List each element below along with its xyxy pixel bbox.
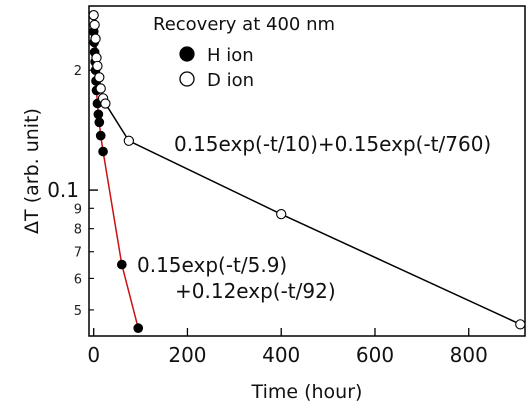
d-ion-point <box>95 83 106 94</box>
legend-h-ion-marker <box>179 46 195 62</box>
legend-d-ion-label: D ion <box>207 70 254 91</box>
legend: Recovery at 400 nm H ion D ion <box>153 14 335 91</box>
h-ion-point <box>94 117 105 128</box>
x-tick-label: 600 <box>356 343 394 367</box>
x-tick-label: 800 <box>450 343 488 367</box>
h-ion-fit-label-line-2: +0.12exp(-t/92) <box>175 279 336 303</box>
legend-title: Recovery at 400 nm <box>153 14 335 35</box>
h-ion-point <box>133 323 144 333</box>
x-axis-title: Time (hour) <box>251 381 363 403</box>
legend-d-ion-marker <box>179 71 195 87</box>
x-tick-label: 0 <box>87 343 100 367</box>
y-major-tick-label: 0.1 <box>47 178 79 202</box>
y-axis-title: ΔT (arb. unit) <box>21 108 43 234</box>
y-minor-tick-label: 2 <box>74 64 82 79</box>
d-ion-point <box>88 10 99 21</box>
d-ion-point <box>90 33 101 44</box>
h-ion-point <box>93 109 104 120</box>
x-tick-label: 400 <box>262 343 300 367</box>
plot-frame <box>88 5 526 337</box>
d-ion-point <box>94 72 105 83</box>
d-ion-point <box>89 19 100 31</box>
legend-h-ion-label: H ion <box>207 45 254 66</box>
d-ion-point <box>276 209 287 220</box>
x-tick-label: 200 <box>168 343 206 367</box>
y-minor-tick-label: 9 <box>74 202 82 217</box>
h-ion-point <box>116 259 127 270</box>
y-minor-tick-label: 6 <box>74 272 82 287</box>
y-minor-tick-label: 7 <box>74 246 82 261</box>
d-ion-point <box>515 319 526 330</box>
d-ion-point <box>100 98 111 109</box>
d-ion-fit-curve <box>92 15 521 325</box>
y-minor-tick-label: 5 <box>74 304 82 319</box>
h-ion-fit-label-line-1: 0.15exp(-t/5.9) <box>137 253 287 277</box>
d-ion-point <box>123 135 134 146</box>
h-ion-point <box>95 130 106 141</box>
data-points <box>88 10 526 333</box>
y-minor-tick-label: 8 <box>74 223 82 238</box>
d-ion-point <box>92 60 103 72</box>
h-ion-point <box>98 146 108 157</box>
d-ion-fit-label: 0.15exp(-t/10)+0.15exp(-t/760) <box>174 132 491 156</box>
axis-ticks: 0 200 400 600 800 0.1 5 6 7 8 9 2 <box>47 64 488 367</box>
